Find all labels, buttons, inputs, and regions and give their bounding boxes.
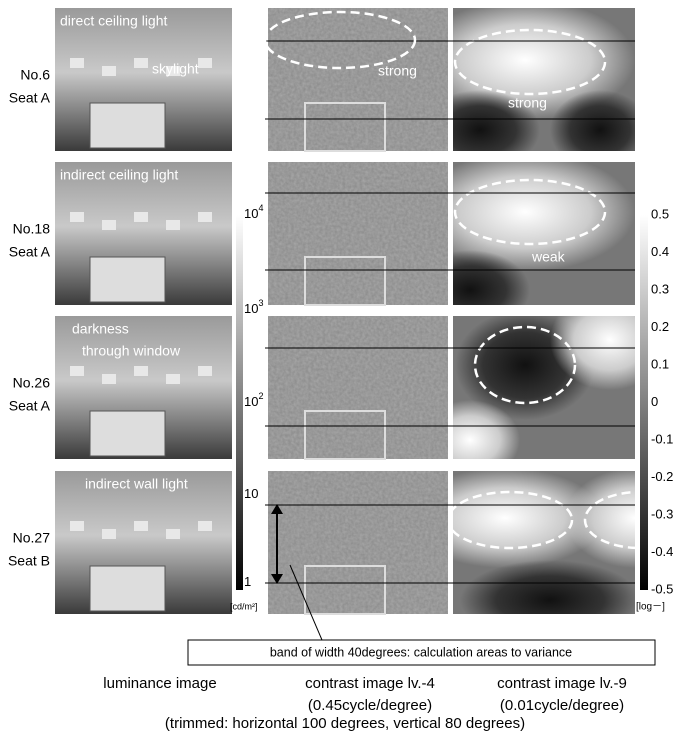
contrast-note: strong	[378, 63, 417, 79]
photo-detail	[166, 220, 180, 230]
luminance-colorbar	[236, 215, 243, 590]
photo-detail	[134, 58, 148, 68]
tick-base: 10	[244, 206, 258, 221]
colorbar-tick-label: 102	[244, 391, 263, 409]
photo-detail	[90, 257, 165, 302]
colorbar-tick-label: 10	[244, 486, 258, 501]
colorbar-unit: [cd/m²]	[230, 601, 258, 611]
figure: No.6 Seat A direct ceiling light skylight st…	[0, 0, 694, 733]
contrast-image	[268, 8, 448, 151]
photo-detail	[70, 521, 84, 531]
photo-detail	[134, 521, 148, 531]
photo-detail	[70, 366, 84, 376]
contrast-image	[268, 471, 448, 614]
blur-note: strong	[508, 95, 547, 111]
photo-detail	[134, 366, 148, 376]
photo-detail	[102, 66, 116, 76]
colorbar-tick-label: -0.4	[651, 544, 673, 559]
colorbar-tick-label: 0.1	[651, 356, 669, 371]
contrast-image	[268, 162, 448, 305]
photo-detail	[166, 529, 180, 539]
colorbar-tick-label: 0.3	[651, 281, 669, 296]
colorbar-tick-label: 1	[244, 574, 251, 589]
tick-exponent: 2	[258, 391, 263, 401]
column-caption: (0.01cycle/degree)	[500, 697, 624, 714]
colorbar-tick-label: -0.5	[651, 581, 673, 596]
colorbar-unit: [log－]	[636, 602, 665, 613]
photo-detail	[198, 521, 212, 531]
row-seat: Seat B	[8, 553, 50, 569]
tick-base: 10	[244, 394, 258, 409]
photo-detail	[198, 366, 212, 376]
photo-detail	[90, 566, 165, 611]
row-number: No.26	[13, 375, 51, 391]
row-number: No.18	[13, 221, 51, 237]
colorbar-tick-label: 104	[244, 203, 263, 221]
row-number: No.6	[20, 67, 50, 83]
blur-blob	[460, 560, 640, 640]
row-seat: Seat A	[9, 90, 51, 106]
tick-base: 10	[244, 486, 258, 501]
column-caption: contrast image lv.-4	[305, 675, 435, 692]
colorbar-tick-label: 0.2	[651, 319, 669, 334]
photo-caption: darkness	[72, 321, 129, 337]
row-number: No.27	[13, 530, 51, 546]
colorbar-tick-label: 0	[651, 394, 658, 409]
trim-note: (trimmed: horizontal 100 degrees, vertic…	[165, 715, 525, 732]
contrast-colorbar	[640, 215, 648, 590]
colorbar-tick-label: -0.2	[651, 469, 673, 484]
photo-detail	[134, 212, 148, 222]
column-caption: (0.45cycle/degree)	[308, 697, 432, 714]
contrast-image	[268, 316, 448, 459]
photo-detail	[70, 212, 84, 222]
tick-exponent: 4	[258, 203, 263, 213]
photo-detail	[166, 374, 180, 384]
photo-detail	[102, 374, 116, 384]
photo-detail	[102, 220, 116, 230]
photo-caption: through window	[82, 343, 181, 359]
column-caption: luminance image	[103, 675, 216, 692]
colorbar-tick-label: -0.3	[651, 506, 673, 521]
photo-caption: skylight	[152, 61, 199, 77]
photo-detail	[70, 58, 84, 68]
colorbar-tick-label: 103	[244, 298, 263, 316]
tick-base: 1	[244, 574, 251, 589]
blur-blob	[550, 90, 650, 170]
band-note: band of width 40degrees: calculation are…	[270, 645, 572, 659]
photo-detail	[90, 103, 165, 148]
row-seat: Seat A	[9, 398, 51, 414]
colorbar-tick-label: 0.4	[651, 244, 669, 259]
photo-detail	[102, 529, 116, 539]
row-seat: Seat A	[9, 244, 51, 260]
column-caption: contrast image lv.-9	[497, 675, 627, 692]
photo-detail	[198, 58, 212, 68]
blur-note: weak	[531, 249, 566, 265]
photo-caption: direct ceiling light	[60, 13, 167, 29]
photo-caption: indirect wall light	[85, 476, 188, 492]
colorbar-tick-label: 0.5	[651, 206, 669, 221]
photo-caption: indirect ceiling light	[60, 167, 178, 183]
photo-detail	[90, 411, 165, 456]
photo-detail	[198, 212, 212, 222]
tick-base: 10	[244, 301, 258, 316]
colorbar-tick-label: -0.1	[651, 431, 673, 446]
blur-blobs	[415, 0, 650, 170]
tick-exponent: 3	[258, 298, 263, 308]
